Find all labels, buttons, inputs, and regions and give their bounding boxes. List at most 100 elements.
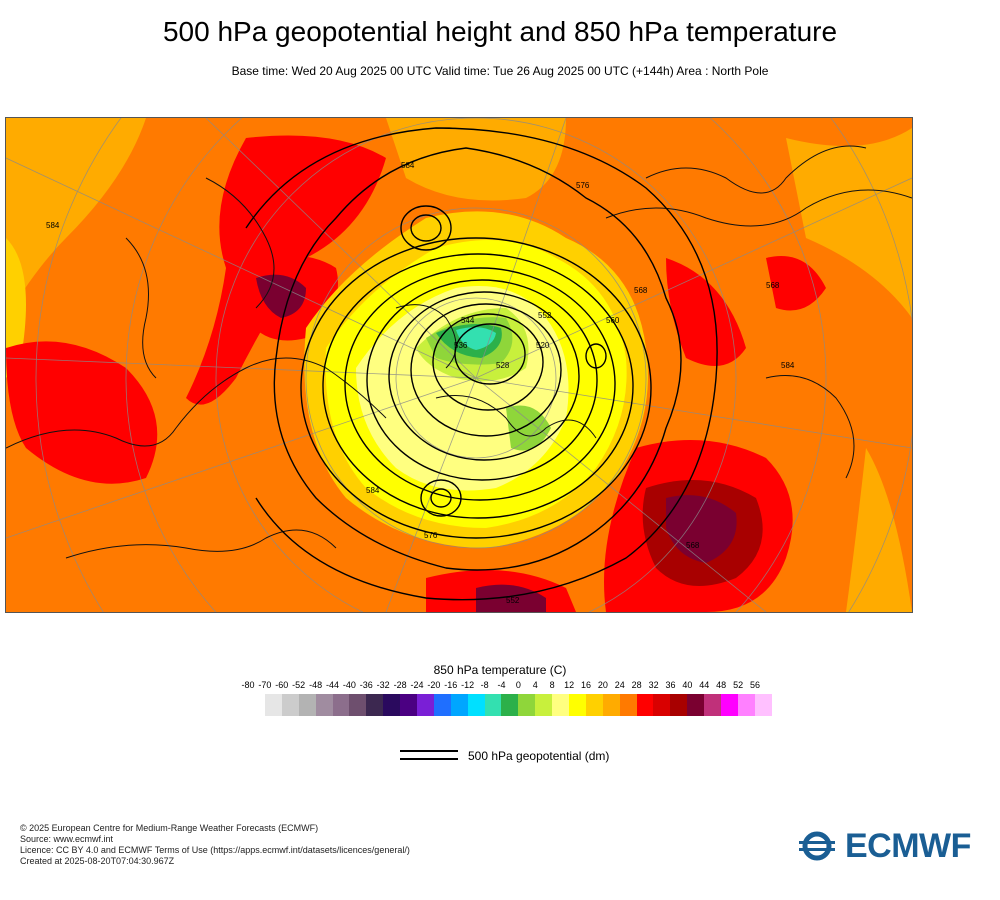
geopotential-legend-label: 500 hPa geopotential (dm) <box>468 749 610 763</box>
legend-tick-label: 0 <box>515 680 521 690</box>
legend-tick-label: 8 <box>549 680 555 690</box>
legend-color-swatch <box>585 694 603 716</box>
legend-color-swatch <box>518 694 536 716</box>
legend-tick-label: -36 <box>359 680 373 690</box>
chart-title: 500 hPa geopotential height and 850 hPa … <box>162 16 838 47</box>
contour-label: 568 <box>766 281 780 290</box>
legend-color-swatch <box>552 694 570 716</box>
legend-tick-label: -4 <box>497 680 506 690</box>
temp-region-red-6 <box>666 258 746 366</box>
legend-tick-label: -48 <box>309 680 323 690</box>
map-svg: 584 576 568 560 552 544 536 528 520 584 … <box>6 118 912 612</box>
contour-label: 536 <box>454 341 468 350</box>
legend-color-swatch <box>450 694 468 716</box>
contour-label: 576 <box>424 531 438 540</box>
legend-color-swatch <box>366 694 384 716</box>
legend-color-swatch <box>433 694 451 716</box>
legend-tick-label: -16 <box>444 680 458 690</box>
legend-tick-label: -52 <box>292 680 306 690</box>
legend-color-swatch <box>670 694 688 716</box>
legend-color-swatch <box>619 694 637 716</box>
contour-label: 584 <box>366 486 380 495</box>
temp-region-maroon-3 <box>476 584 546 612</box>
legend-title: 850 hPa temperature (C) <box>433 663 567 677</box>
legend-tick-label: 44 <box>699 680 710 690</box>
ecmwf-logo: ECMWF <box>795 826 985 866</box>
legend-color-swatch <box>636 694 654 716</box>
legend-tick-label: 32 <box>648 680 659 690</box>
footer-line: © 2025 European Centre for Medium-Range … <box>20 823 319 833</box>
contour-label: 560 <box>606 316 620 325</box>
temp-region-nw <box>6 118 146 318</box>
legend-color-swatch <box>704 694 722 716</box>
legend-tick-label: 12 <box>564 680 575 690</box>
ecmwf-logo-text: ECMWF <box>845 826 971 865</box>
legend-tick-label: 28 <box>631 680 642 690</box>
chart-subtitle: Base time: Wed 20 Aug 2025 00 UTC Valid … <box>231 64 769 78</box>
legend-colorbar <box>265 694 772 716</box>
legend-color-swatch <box>484 694 502 716</box>
legend-color-swatch <box>754 694 772 716</box>
legend-color-swatch <box>265 694 282 716</box>
legend-tick-label: -40 <box>342 680 356 690</box>
legend-tick-label: 52 <box>733 680 744 690</box>
legend-tick-label: 48 <box>716 680 727 690</box>
legend-tick-label: -70 <box>258 680 272 690</box>
legend-tick-label: -20 <box>427 680 441 690</box>
contour-label: 584 <box>46 221 60 230</box>
legend-color-swatch <box>467 694 485 716</box>
legend-tick-label: 16 <box>580 680 591 690</box>
contour-label: 576 <box>576 181 590 190</box>
legend-color-swatch <box>383 694 401 716</box>
legend-color-swatch <box>569 694 586 716</box>
legend-tick-label: 56 <box>749 680 760 690</box>
legend-tick-label: -44 <box>325 680 339 690</box>
legend-tick-label: 4 <box>532 680 538 690</box>
north-pole-map: 584 576 568 560 552 544 536 528 520 584 … <box>5 117 913 613</box>
contour-label: 568 <box>634 286 648 295</box>
legend-tick-label: -12 <box>461 680 475 690</box>
legend-ticks: -80 -70 -60 -52 -48 -44 -40 -36 -32 -28 -24 -20 -16-… <box>240 680 760 692</box>
legend-color-swatch <box>602 694 620 716</box>
geopotential-contours <box>245 127 718 601</box>
contour-label: 552 <box>538 311 552 320</box>
geopotential-line-symbol <box>400 750 458 762</box>
legend-tick-label: 20 <box>597 680 608 690</box>
legend-color-swatch <box>535 694 553 716</box>
contour-label: 520 <box>536 341 550 350</box>
legend-tick-label: -28 <box>393 680 407 690</box>
contour-label: 568 <box>686 541 700 550</box>
contour-label: 584 <box>401 161 415 170</box>
legend-tick-label: -24 <box>410 680 424 690</box>
contour-label: 544 <box>461 316 475 325</box>
legend-color-swatch <box>332 694 350 716</box>
legend-color-swatch <box>687 694 705 716</box>
legend-color-swatch <box>501 694 519 716</box>
temp-region-west <box>6 238 26 378</box>
temp-region-ne <box>786 128 912 318</box>
footer-line: Licence: CC BY 4.0 and ECMWF Terms of Us… <box>20 845 410 855</box>
legend-color-swatch <box>721 694 738 716</box>
footer-line: Source: www.ecmwf.int <box>20 834 114 844</box>
ecmwf-logo-icon <box>799 831 835 861</box>
coastlines <box>6 145 912 559</box>
legend-color-swatch <box>400 694 418 716</box>
footer-line: Created at 2025-08-20T07:04:30.967Z <box>20 856 175 866</box>
legend-tick-label: -8 <box>480 680 489 690</box>
temp-region-red-3 <box>6 341 158 484</box>
temp-region-north <box>386 118 566 201</box>
contour-label: 528 <box>496 361 510 370</box>
legend-tick-label: 24 <box>614 680 625 690</box>
legend-color-swatch <box>653 694 671 716</box>
legend-color-swatch <box>298 694 316 716</box>
legend-tick-label: 36 <box>665 680 676 690</box>
contour-label: 584 <box>781 361 795 370</box>
temp-region-se <box>846 448 912 612</box>
legend-color-swatch <box>315 694 333 716</box>
legend-color-swatch <box>281 694 299 716</box>
temp-region-red-7 <box>766 256 826 311</box>
legend-tick-label: -60 <box>275 680 289 690</box>
legend-tick-label: -80 <box>241 680 255 690</box>
legend-color-swatch <box>349 694 367 716</box>
legend-tick-label: -32 <box>376 680 390 690</box>
